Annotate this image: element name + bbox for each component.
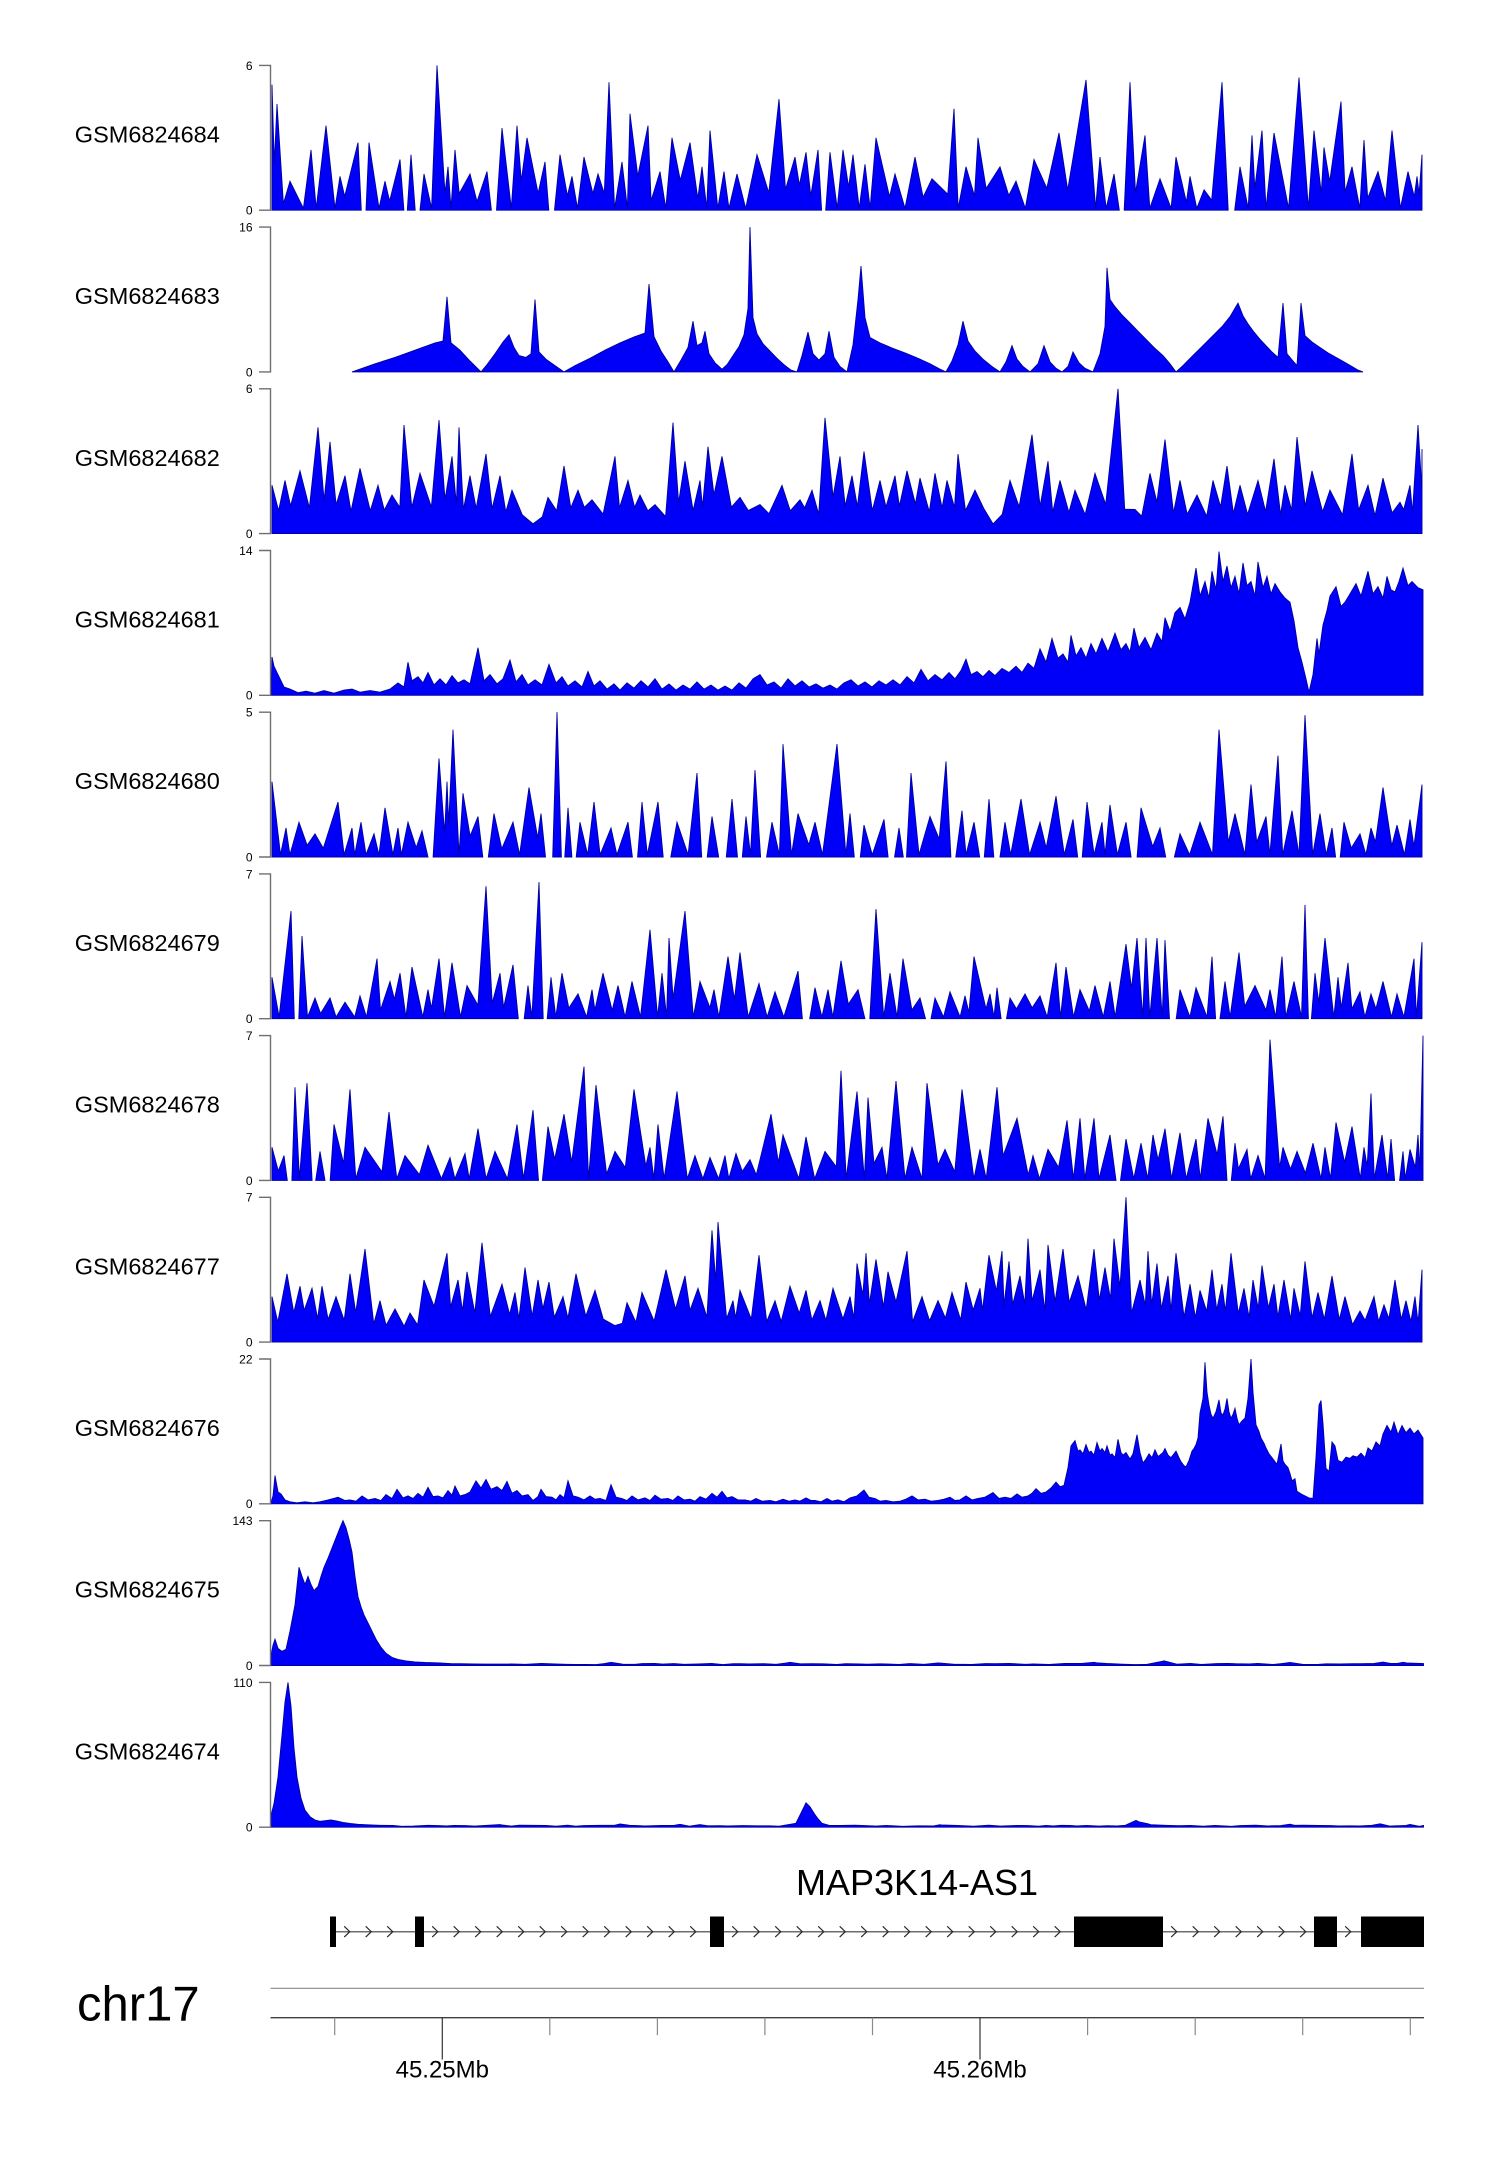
svg-text:0: 0 [246,1012,253,1026]
svg-text:7: 7 [246,1191,253,1205]
svg-text:7: 7 [246,867,253,881]
svg-text:chr17: chr17 [77,1978,200,2032]
svg-text:0: 0 [246,365,253,379]
svg-text:0: 0 [246,1497,253,1511]
svg-text:GSM6824684: GSM6824684 [75,121,220,147]
svg-text:GSM6824681: GSM6824681 [75,607,220,633]
svg-text:0: 0 [246,204,253,218]
svg-text:MAP3K14-AS1: MAP3K14-AS1 [796,1862,1038,1903]
svg-text:45.26Mb: 45.26Mb [933,2057,1026,2084]
svg-text:143: 143 [232,1514,252,1528]
svg-text:7: 7 [246,1029,253,1043]
svg-text:GSM6824677: GSM6824677 [75,1253,220,1279]
svg-text:0: 0 [246,689,253,703]
svg-text:GSM6824675: GSM6824675 [75,1577,220,1603]
svg-text:0: 0 [246,1821,253,1835]
svg-text:0: 0 [246,527,253,541]
svg-text:16: 16 [239,221,253,235]
svg-text:110: 110 [233,1676,252,1690]
svg-text:5: 5 [246,706,253,720]
svg-text:6: 6 [246,59,253,73]
svg-text:0: 0 [246,850,253,864]
svg-text:GSM6824678: GSM6824678 [75,1092,220,1118]
svg-text:0: 0 [246,1174,253,1188]
svg-text:14: 14 [239,544,253,558]
svg-text:0: 0 [246,1336,253,1350]
svg-text:22: 22 [239,1352,253,1366]
svg-text:GSM6824676: GSM6824676 [75,1415,220,1441]
svg-text:GSM6824682: GSM6824682 [75,445,220,471]
svg-text:GSM6824679: GSM6824679 [75,930,220,956]
svg-text:0: 0 [246,1659,253,1673]
svg-text:45.25Mb: 45.25Mb [396,2057,489,2084]
svg-text:GSM6824680: GSM6824680 [75,768,220,794]
svg-text:6: 6 [246,382,253,396]
svg-text:GSM6824683: GSM6824683 [75,283,220,309]
svg-text:GSM6824674: GSM6824674 [75,1738,220,1764]
